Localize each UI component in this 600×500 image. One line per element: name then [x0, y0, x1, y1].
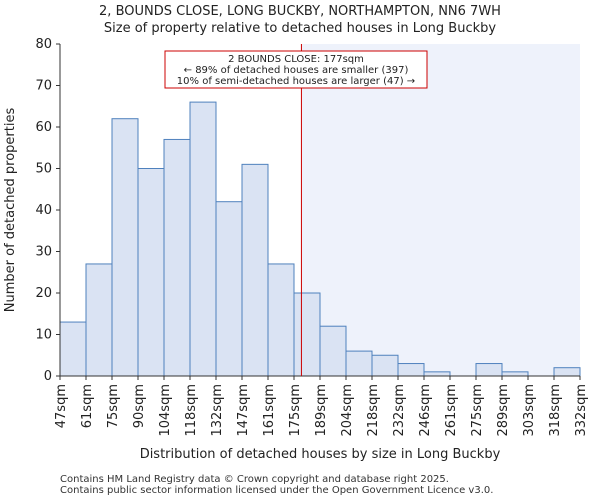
y-tick-label: 80 [35, 37, 52, 52]
y-tick-label: 70 [35, 79, 52, 94]
histogram-bar [137, 168, 165, 377]
x-tick-label: 147sqm [236, 384, 251, 437]
x-tick-label: 75sqm [106, 384, 121, 428]
annotation-box [164, 50, 428, 89]
histogram-bar [241, 163, 269, 377]
annotation-line: 10% of semi-detached houses are larger (… [177, 76, 415, 87]
histogram-bar [267, 263, 295, 377]
x-tick-label: 47sqm [54, 384, 69, 428]
y-axis-label: Number of detached properties [3, 108, 18, 313]
x-tick-label: 232sqm [392, 384, 407, 437]
x-tick-label: 218sqm [366, 384, 381, 437]
x-tick-label: 61sqm [80, 384, 95, 428]
x-tick-label: 246sqm [418, 384, 433, 437]
x-axis-label: Distribution of detached houses by size … [140, 447, 501, 462]
histogram-bar [163, 138, 191, 377]
histogram-bar [423, 371, 451, 377]
x-tick-label: 289sqm [496, 384, 511, 437]
histogram-bar [345, 350, 373, 377]
x-tick-label: 132sqm [210, 384, 225, 437]
histogram-bar [501, 371, 529, 377]
histogram-bar [475, 363, 503, 377]
x-tick-label: 204sqm [340, 384, 355, 437]
chart-subtitle: Size of property relative to detached ho… [103, 21, 497, 36]
larger-region-shade [301, 44, 580, 376]
y-tick-label: 60 [35, 120, 52, 135]
x-tick-label: 303sqm [522, 384, 537, 437]
histogram-bar [319, 325, 347, 377]
chart-title: 2, BOUNDS CLOSE, LONG BUCKBY, NORTHAMPTO… [99, 4, 501, 19]
x-tick-label: 275sqm [470, 384, 485, 437]
histogram-bar [397, 363, 425, 377]
x-tick-label: 332sqm [574, 384, 589, 437]
histogram-bar [85, 263, 113, 377]
annotation-line: 2 BOUNDS CLOSE: 177sqm [228, 54, 364, 65]
x-tick-label: 261sqm [444, 384, 459, 437]
histogram-bar [111, 118, 139, 377]
y-tick-label: 10 [35, 328, 52, 343]
y-tick-label: 40 [35, 203, 52, 218]
histogram-bar [293, 292, 321, 377]
histogram-bar [189, 101, 217, 377]
y-tick-label: 50 [35, 162, 52, 177]
histogram-bar [59, 321, 87, 377]
histogram-bar [215, 201, 243, 377]
y-tick-label: 0 [44, 369, 52, 384]
annotation-line: ← 89% of detached houses are smaller (39… [184, 65, 409, 76]
x-tick-label: 161sqm [262, 384, 277, 437]
x-tick-label: 175sqm [288, 384, 303, 437]
histogram-bar [553, 367, 581, 377]
x-tick-label: 189sqm [314, 384, 329, 437]
x-tick-label: 90sqm [132, 384, 147, 428]
footer-licence: Contains public sector information licen… [60, 485, 494, 496]
x-tick-label: 118sqm [184, 384, 199, 437]
histogram-bar [371, 354, 399, 377]
footer-copyright: Contains HM Land Registry data © Crown c… [60, 474, 449, 485]
x-tick-label: 104sqm [158, 384, 173, 437]
y-tick-label: 20 [35, 286, 52, 301]
x-tick-label: 318sqm [548, 384, 563, 437]
y-tick-label: 30 [35, 245, 52, 260]
